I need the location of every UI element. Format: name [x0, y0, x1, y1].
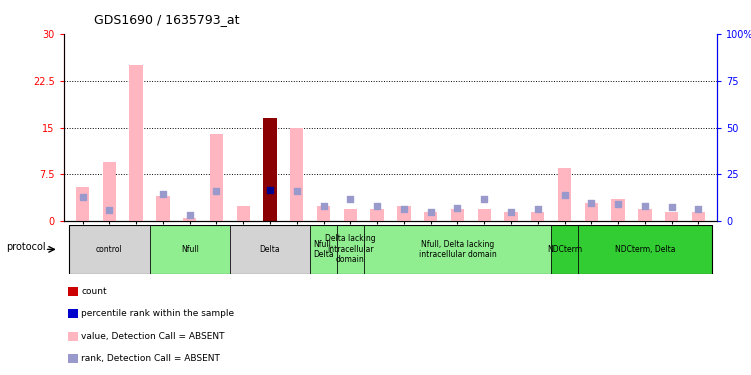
- Bar: [451, 209, 464, 221]
- Point: [692, 206, 704, 212]
- Bar: [68, 354, 77, 363]
- Bar: [337, 225, 363, 274]
- Bar: [237, 206, 250, 221]
- Point: [157, 191, 169, 197]
- Point: [264, 188, 276, 194]
- Point: [478, 196, 490, 202]
- Point: [345, 196, 357, 202]
- Text: GDS1690 / 1635793_at: GDS1690 / 1635793_at: [94, 13, 240, 26]
- Point: [585, 200, 597, 206]
- Point: [291, 188, 303, 194]
- Point: [371, 203, 383, 209]
- Bar: [103, 162, 116, 221]
- Point: [559, 192, 571, 198]
- Text: Nfull, Delta lacking
intracellular domain: Nfull, Delta lacking intracellular domai…: [418, 240, 496, 259]
- Text: count: count: [81, 286, 107, 296]
- Point: [398, 206, 410, 212]
- Text: percentile rank within the sample: percentile rank within the sample: [81, 309, 234, 318]
- Bar: [68, 332, 77, 340]
- Bar: [156, 196, 170, 221]
- Bar: [69, 225, 149, 274]
- Point: [424, 209, 436, 215]
- Bar: [692, 212, 705, 221]
- Bar: [76, 187, 89, 221]
- Text: control: control: [96, 245, 122, 254]
- Bar: [505, 212, 517, 221]
- Point: [184, 211, 196, 217]
- Point: [77, 194, 89, 200]
- Text: value, Detection Call = ABSENT: value, Detection Call = ABSENT: [81, 332, 225, 340]
- Bar: [264, 118, 276, 221]
- Point: [318, 203, 330, 209]
- Bar: [665, 212, 678, 221]
- Bar: [551, 225, 578, 274]
- Bar: [638, 209, 652, 221]
- Bar: [68, 309, 77, 318]
- Text: Nfull,
Delta: Nfull, Delta: [313, 240, 334, 259]
- Text: Nfull: Nfull: [181, 245, 198, 254]
- Text: NDCterm: NDCterm: [547, 245, 582, 254]
- Bar: [424, 212, 437, 221]
- Bar: [397, 206, 411, 221]
- Bar: [558, 168, 572, 221]
- Bar: [310, 225, 337, 274]
- Bar: [317, 206, 330, 221]
- Bar: [210, 134, 223, 221]
- Bar: [230, 225, 310, 274]
- Point: [451, 205, 463, 211]
- Bar: [370, 209, 384, 221]
- Bar: [129, 65, 143, 221]
- Bar: [578, 225, 712, 274]
- Bar: [611, 200, 625, 221]
- Bar: [68, 286, 77, 296]
- Bar: [149, 225, 230, 274]
- Bar: [531, 212, 544, 221]
- Bar: [290, 128, 303, 221]
- Bar: [183, 218, 196, 221]
- Bar: [344, 209, 357, 221]
- Text: NDCterm, Delta: NDCterm, Delta: [614, 245, 675, 254]
- Point: [532, 206, 544, 212]
- Bar: [478, 209, 491, 221]
- Text: Delta: Delta: [260, 245, 280, 254]
- Bar: [585, 202, 598, 221]
- Point: [104, 207, 116, 213]
- Text: rank, Detection Call = ABSENT: rank, Detection Call = ABSENT: [81, 354, 220, 363]
- Point: [665, 204, 677, 210]
- Point: [639, 203, 651, 209]
- Point: [210, 188, 222, 194]
- Text: Delta lacking
intracellular
domain: Delta lacking intracellular domain: [325, 234, 376, 264]
- Point: [612, 201, 624, 207]
- Text: protocol: protocol: [7, 242, 46, 252]
- Point: [505, 209, 517, 215]
- Bar: [363, 225, 551, 274]
